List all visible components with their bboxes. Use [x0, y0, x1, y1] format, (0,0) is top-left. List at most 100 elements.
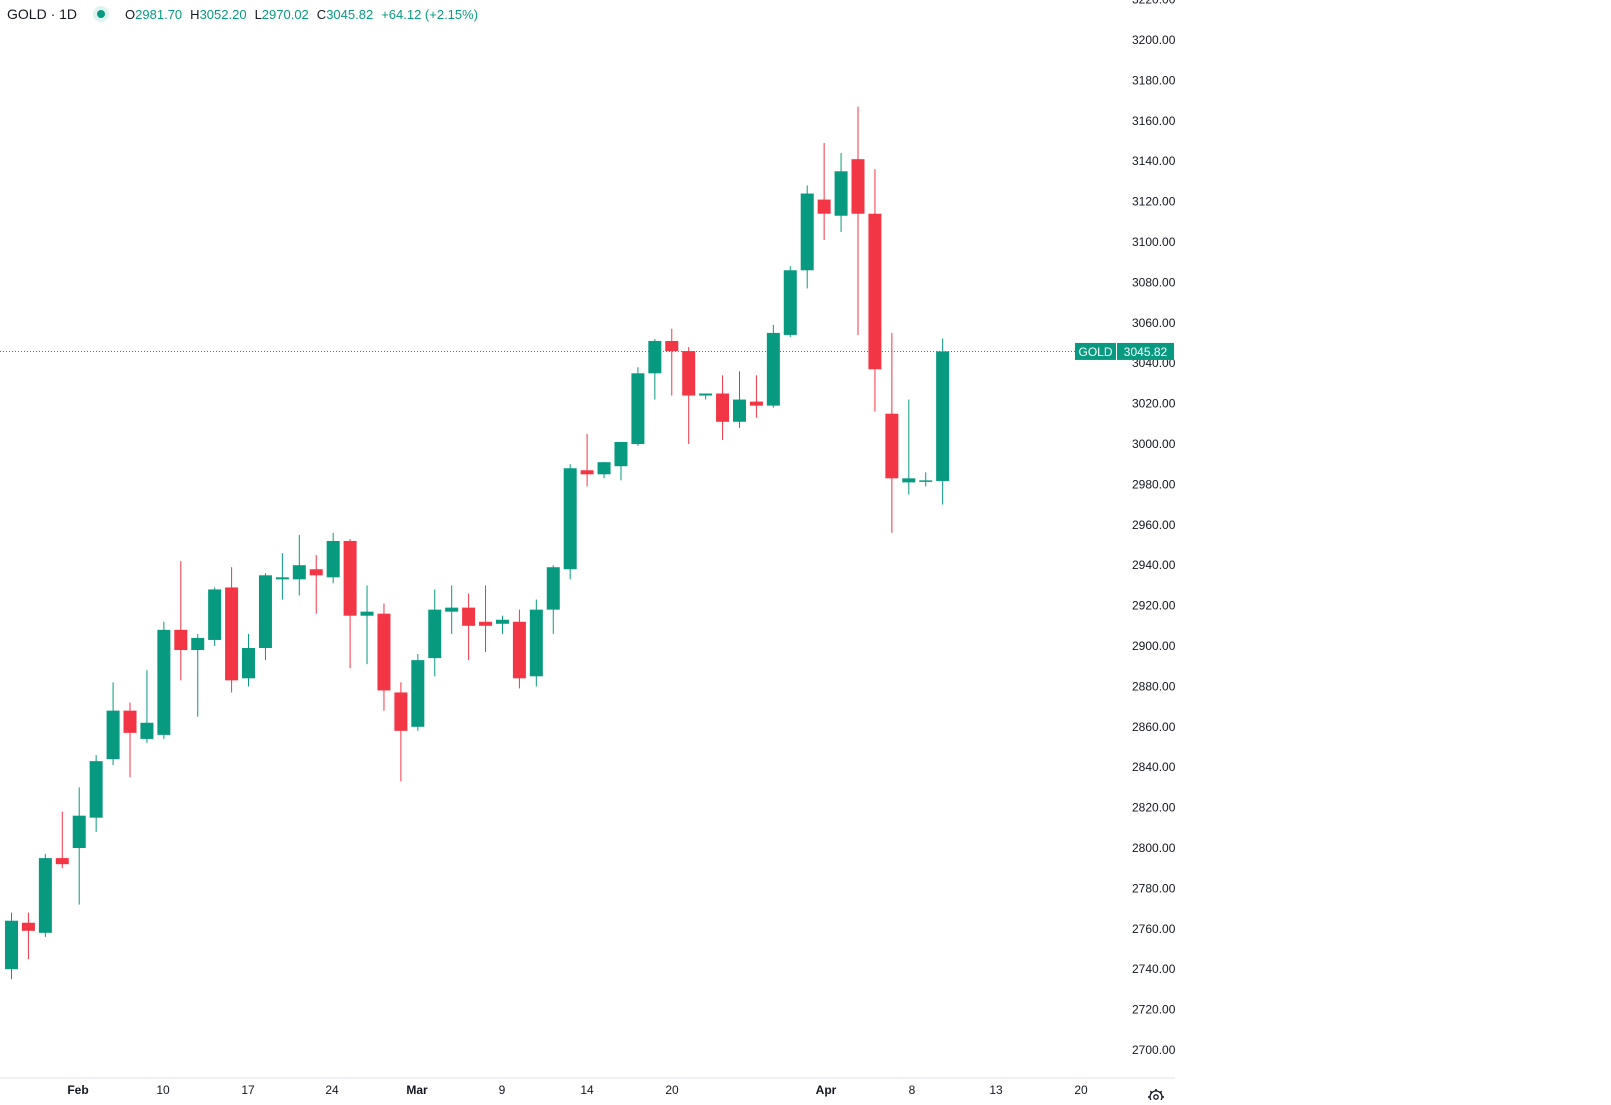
candle-body — [885, 413, 899, 479]
candle-body — [21, 922, 35, 931]
candle-body — [580, 470, 594, 475]
candle — [123, 702, 137, 778]
market-status-icon[interactable] — [93, 6, 110, 22]
candle-body — [445, 607, 459, 612]
y-tick-label: 2920.00 — [1132, 599, 1176, 613]
y-tick-label: 2720.00 — [1132, 1003, 1176, 1017]
candle-body — [89, 761, 103, 818]
candle — [428, 589, 442, 677]
candle — [462, 593, 476, 661]
y-tick-label: 2900.00 — [1132, 639, 1176, 653]
y-tick-label: 3140.00 — [1132, 154, 1176, 168]
candle-body — [902, 478, 916, 483]
y-tick-label: 2840.00 — [1132, 760, 1176, 774]
candle — [766, 324, 780, 408]
y-tick-label: 2760.00 — [1132, 922, 1176, 936]
y-tick-label: 2960.00 — [1132, 518, 1176, 532]
candle — [546, 565, 560, 634]
candle-body — [732, 399, 746, 422]
candle — [800, 185, 814, 289]
y-tick-label: 3060.00 — [1132, 316, 1176, 330]
candle-body — [529, 609, 543, 677]
x-tick-label: Feb — [67, 1083, 88, 1097]
candle-body — [38, 858, 52, 933]
open-value: 2981.70 — [135, 6, 183, 22]
x-tick-label: 10 — [156, 1083, 170, 1097]
high-value: 3052.20 — [199, 6, 247, 22]
candle — [936, 338, 950, 505]
close-value: 3045.82 — [326, 6, 374, 22]
candle-body — [563, 468, 577, 570]
candle-body — [72, 815, 86, 848]
candle — [55, 811, 69, 869]
candle — [834, 153, 848, 232]
candle-body — [699, 393, 713, 396]
candle — [563, 464, 577, 580]
candle-body — [208, 589, 222, 640]
candle — [699, 393, 713, 400]
candle — [732, 371, 746, 428]
candle-body — [800, 193, 814, 271]
candle-body — [851, 159, 865, 214]
price-axis[interactable]: 2700.00 2720.00 2740.00 2760.00 2780.00 2800.… — [1132, 0, 1176, 1057]
y-tick-label: 2780.00 — [1132, 881, 1176, 895]
candle — [580, 433, 594, 487]
y-tick-label: 3020.00 — [1132, 397, 1176, 411]
candle-body — [766, 332, 780, 406]
badge-price-box — [1117, 342, 1174, 360]
candle-body — [614, 441, 628, 467]
x-tick-label: 13 — [989, 1083, 1003, 1097]
candle — [851, 106, 865, 335]
candle — [885, 332, 899, 533]
candle-body — [377, 613, 391, 691]
y-tick-label: 3000.00 — [1132, 437, 1176, 451]
candle-body — [123, 710, 137, 733]
last-price-badge: GOLD 3045.82 — [1075, 342, 1174, 360]
candle-body — [479, 621, 493, 626]
x-tick-label: 20 — [665, 1083, 679, 1097]
candle — [902, 399, 916, 495]
candle — [817, 143, 831, 240]
candle — [665, 328, 679, 396]
low-value: 2970.02 — [261, 6, 309, 22]
y-tick-label: 2880.00 — [1132, 679, 1176, 693]
symbol-title[interactable]: GOLD · 1D — [7, 6, 77, 22]
candle-body — [682, 351, 696, 396]
candle-body — [411, 660, 425, 727]
candle — [258, 573, 272, 661]
open-label: O — [125, 6, 136, 22]
candle — [292, 534, 306, 596]
candle-body — [225, 587, 239, 681]
candle-body — [140, 722, 154, 739]
badge-symbol: GOLD — [1078, 345, 1112, 359]
candle — [242, 633, 256, 687]
candle — [411, 654, 425, 731]
candle-body — [157, 629, 171, 735]
candle — [360, 585, 374, 665]
candle-body — [258, 575, 272, 649]
x-tick-label: 8 — [909, 1083, 916, 1097]
y-tick-label: 3120.00 — [1132, 195, 1176, 209]
y-tick-label: 2740.00 — [1132, 962, 1176, 976]
time-axis[interactable]: Feb 10 17 24 Mar 9 14 20 Apr 8 13 20 — [0, 1077, 1175, 1105]
candle-body — [106, 710, 120, 760]
gear-icon[interactable] — [1148, 1089, 1164, 1105]
candle — [174, 561, 188, 681]
low-label: L — [254, 6, 262, 22]
candle-body — [242, 648, 256, 679]
candle — [275, 553, 289, 600]
y-tick-label: 2940.00 — [1132, 558, 1176, 572]
candle — [716, 375, 730, 440]
candle — [157, 621, 171, 739]
candle — [597, 462, 611, 479]
y-tick-label: 2820.00 — [1132, 801, 1176, 815]
candle-body — [648, 340, 662, 374]
candle — [377, 603, 391, 711]
candle-body — [309, 569, 323, 576]
gear-icon-tooth — [1159, 1090, 1163, 1094]
candle-body — [716, 393, 730, 422]
candle-body — [817, 199, 831, 214]
symbol-interval: 1D — [59, 6, 78, 22]
